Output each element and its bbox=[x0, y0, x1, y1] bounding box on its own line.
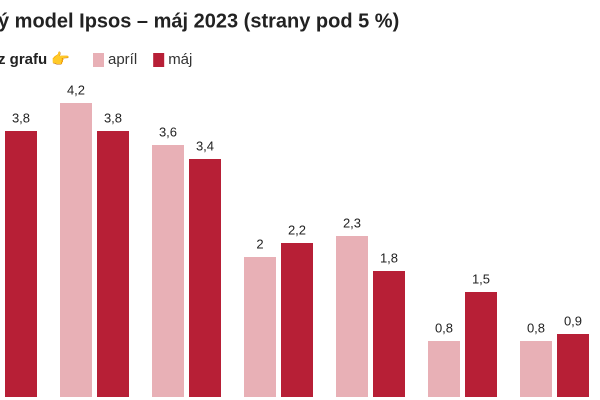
value-label: 3,8 bbox=[104, 110, 122, 125]
chart-title: ý model Ipsos – máj 2023 (strany pod 5 %… bbox=[0, 10, 399, 32]
value-label: 3,8 bbox=[12, 110, 30, 125]
bar bbox=[336, 236, 368, 397]
bar bbox=[244, 257, 276, 397]
bar bbox=[465, 292, 497, 397]
value-label: 1,8 bbox=[380, 250, 398, 265]
bar bbox=[281, 243, 313, 397]
bar bbox=[60, 103, 92, 397]
value-label: 2 bbox=[256, 236, 263, 251]
legend-prefix: z grafu 👉 bbox=[0, 50, 70, 68]
value-label: 1,5 bbox=[472, 271, 490, 286]
bar bbox=[152, 145, 184, 397]
bar bbox=[557, 334, 589, 397]
value-label: 3,6 bbox=[159, 124, 177, 139]
value-label: 0,9 bbox=[564, 313, 582, 328]
legend-label: apríl bbox=[108, 51, 137, 68]
bar bbox=[189, 159, 221, 397]
legend-swatch bbox=[153, 53, 165, 67]
value-label: 0,8 bbox=[435, 320, 453, 335]
bar bbox=[428, 341, 460, 397]
legend-swatch bbox=[93, 53, 104, 67]
bar bbox=[520, 341, 552, 397]
value-label: 4,2 bbox=[67, 82, 85, 97]
bar bbox=[97, 131, 129, 397]
value-label: 3,4 bbox=[196, 138, 214, 153]
value-label: 2,2 bbox=[288, 222, 306, 237]
bar bbox=[373, 271, 405, 397]
value-label: 0,8 bbox=[527, 320, 545, 335]
legend-label: máj bbox=[168, 51, 192, 68]
bar bbox=[5, 131, 37, 397]
value-label: 2,3 bbox=[343, 215, 361, 230]
